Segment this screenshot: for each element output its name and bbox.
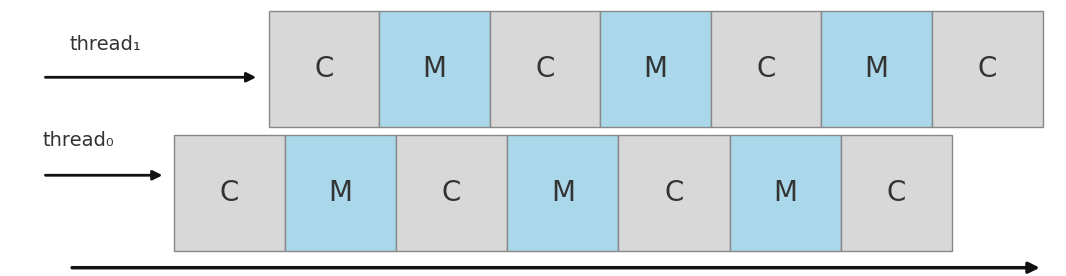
Bar	[822, 11, 932, 127]
Text: C: C	[314, 55, 334, 83]
Bar	[397, 135, 507, 251]
Text: C: C	[220, 179, 239, 207]
Bar	[729, 135, 841, 251]
Bar	[269, 11, 379, 127]
Bar	[489, 11, 600, 127]
Text: M: M	[328, 179, 353, 207]
Bar	[618, 135, 729, 251]
Bar	[711, 11, 822, 127]
Text: C: C	[664, 179, 683, 207]
Bar	[600, 11, 711, 127]
Text: C: C	[887, 179, 906, 207]
Text: thread₁: thread₁	[69, 35, 141, 54]
Text: M: M	[644, 55, 667, 83]
Bar	[932, 11, 1043, 127]
Bar	[841, 135, 952, 251]
Bar	[507, 135, 618, 251]
Text: C: C	[442, 179, 462, 207]
Text: M: M	[551, 179, 575, 207]
Bar	[285, 135, 397, 251]
Text: C: C	[978, 55, 997, 83]
Text: M: M	[422, 55, 447, 83]
Text: thread₀: thread₀	[43, 131, 114, 150]
Bar	[174, 135, 285, 251]
Text: M: M	[865, 55, 889, 83]
Text: C: C	[757, 55, 776, 83]
Text: M: M	[773, 179, 797, 207]
Bar	[379, 11, 489, 127]
Text: C: C	[535, 55, 554, 83]
